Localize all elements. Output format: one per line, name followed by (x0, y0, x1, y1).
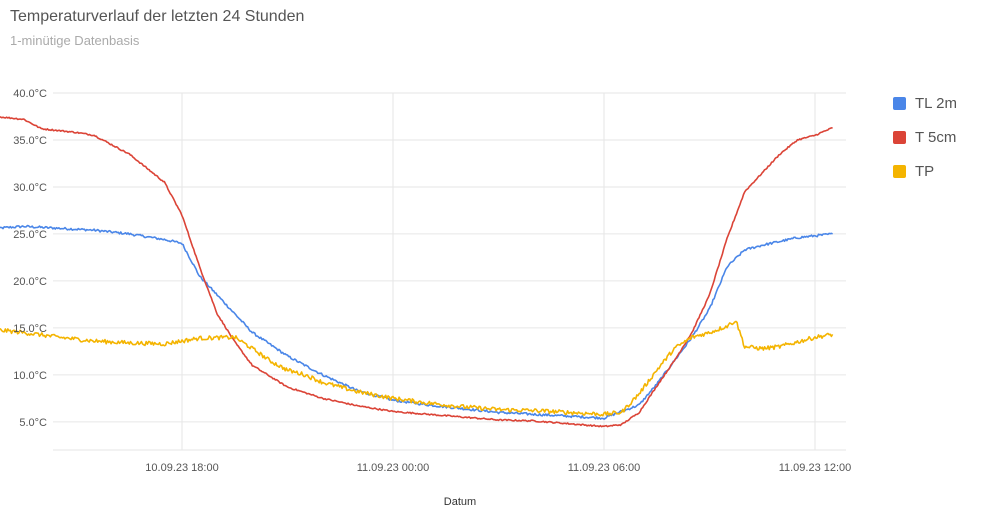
series-line-tl-2m[interactable] (0, 224, 833, 420)
chart-grid (53, 92, 846, 451)
y-tick-label: 40.0°C (13, 88, 47, 100)
y-tick-label: 35.0°C (13, 135, 47, 147)
chart-subtitle: 1-minütige Datenbasis (10, 33, 140, 48)
legend-item-tp[interactable]: TP (893, 154, 957, 188)
legend-item-tl-2m[interactable]: TL 2m (893, 86, 957, 120)
chart-title: Temperaturverlauf der letzten 24 Stunden (10, 8, 305, 25)
legend-label-t-5cm: T 5cm (915, 128, 957, 146)
x-tick-label: 11.09.23 00:00 (357, 462, 430, 474)
x-tick-label: 11.09.23 12:00 (779, 462, 852, 474)
chart-series-lines (0, 116, 834, 428)
legend-swatch-tp (893, 164, 906, 178)
y-tick-label: 5.0°C (19, 417, 47, 429)
x-tick-label: 11.09.23 06:00 (568, 462, 641, 474)
y-tick-label: 25.0°C (13, 229, 47, 241)
chart-legend: TL 2m T 5cm TP (893, 86, 957, 188)
x-tick-label: 10.09.23 18:00 (145, 462, 218, 474)
x-axis-ticks: 10.09.23 18:00 11.09.23 00:00 11.09.23 06:… (145, 462, 851, 474)
legend-swatch-tl-2m (893, 96, 906, 110)
series-line-t-5cm[interactable] (0, 116, 833, 428)
y-tick-label: 20.0°C (13, 276, 47, 288)
y-axis-ticks: 40.0°C 35.0°C 30.0°C 25.0°C 20.0°C 15.0°C 10.0… (13, 88, 47, 429)
x-axis-title: Datum (444, 496, 476, 508)
legend-item-t-5cm[interactable]: T 5cm (893, 120, 957, 154)
legend-swatch-t-5cm (893, 130, 906, 144)
y-tick-label: 15.0°C (13, 323, 47, 335)
y-tick-label: 30.0°C (13, 182, 47, 194)
y-tick-label: 10.0°C (13, 370, 47, 382)
legend-label-tp: TP (915, 162, 935, 180)
legend-label-tl-2m: TL 2m (915, 94, 957, 112)
series-line-tp[interactable] (0, 320, 834, 417)
